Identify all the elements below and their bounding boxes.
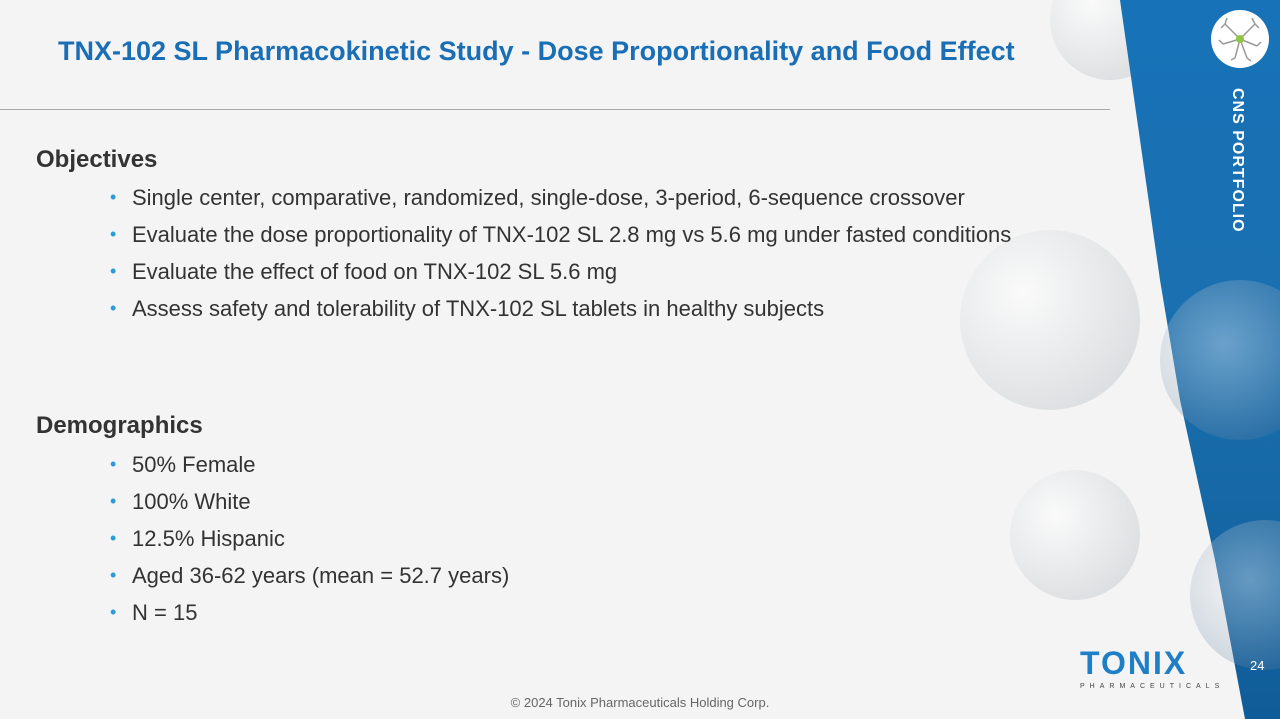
bullet-icon: • xyxy=(110,565,117,585)
neuron-icon xyxy=(1211,10,1269,68)
company-logo: TONIX PHARMACEUTICALS xyxy=(1080,647,1224,690)
bullet-icon: • xyxy=(110,187,117,207)
bullet-icon: • xyxy=(110,454,117,474)
list-item: • Aged 36-62 years (mean = 52.7 years) xyxy=(110,563,510,588)
logo-subtitle: PHARMACEUTICALS xyxy=(1080,683,1225,690)
list-item: • Single center, comparative, randomized,… xyxy=(110,185,965,210)
bullet-icon: • xyxy=(110,261,117,281)
background-molecule xyxy=(1010,470,1140,600)
list-item: • N = 15 xyxy=(110,600,198,625)
objectives-heading: Objectives xyxy=(36,146,158,173)
objectives-list: • Single center, comparative, randomized,… xyxy=(108,184,1148,332)
list-item: • 50% Female xyxy=(110,452,256,477)
title-divider xyxy=(0,109,1110,110)
section-label: CNS PORTFOLIO xyxy=(1229,88,1246,233)
demographics-heading: Demographics xyxy=(36,412,203,439)
bullet-icon: • xyxy=(110,528,117,548)
demographics-list: • 50% Female • 100% White • 12.5% Hispanic … xyxy=(108,451,1148,636)
bullet-icon: • xyxy=(110,224,117,244)
copyright-footer: © 2024 Tonix Pharmaceuticals Holding Cor… xyxy=(510,695,770,710)
list-item: • Assess safety and tolerability of TNX-1… xyxy=(110,296,825,321)
bullet-icon: • xyxy=(110,602,117,622)
logo-wordmark: TONIX xyxy=(1080,645,1188,681)
bullet-icon: • xyxy=(110,491,117,511)
list-item: • 100% White xyxy=(110,489,251,514)
list-item: • Evaluate the effect of food on TNX-102 … xyxy=(110,259,618,284)
list-item: • Evaluate the dose proportionality of TN… xyxy=(110,222,1012,247)
page-number: 24 xyxy=(1250,658,1265,673)
list-item: • 12.5% Hispanic xyxy=(110,526,285,551)
page-title: TNX-102 SL Pharmacokinetic Study - Dose … xyxy=(58,36,1015,66)
bullet-icon: • xyxy=(110,298,117,318)
background-molecule xyxy=(1160,280,1280,440)
background-molecule xyxy=(960,230,1140,410)
